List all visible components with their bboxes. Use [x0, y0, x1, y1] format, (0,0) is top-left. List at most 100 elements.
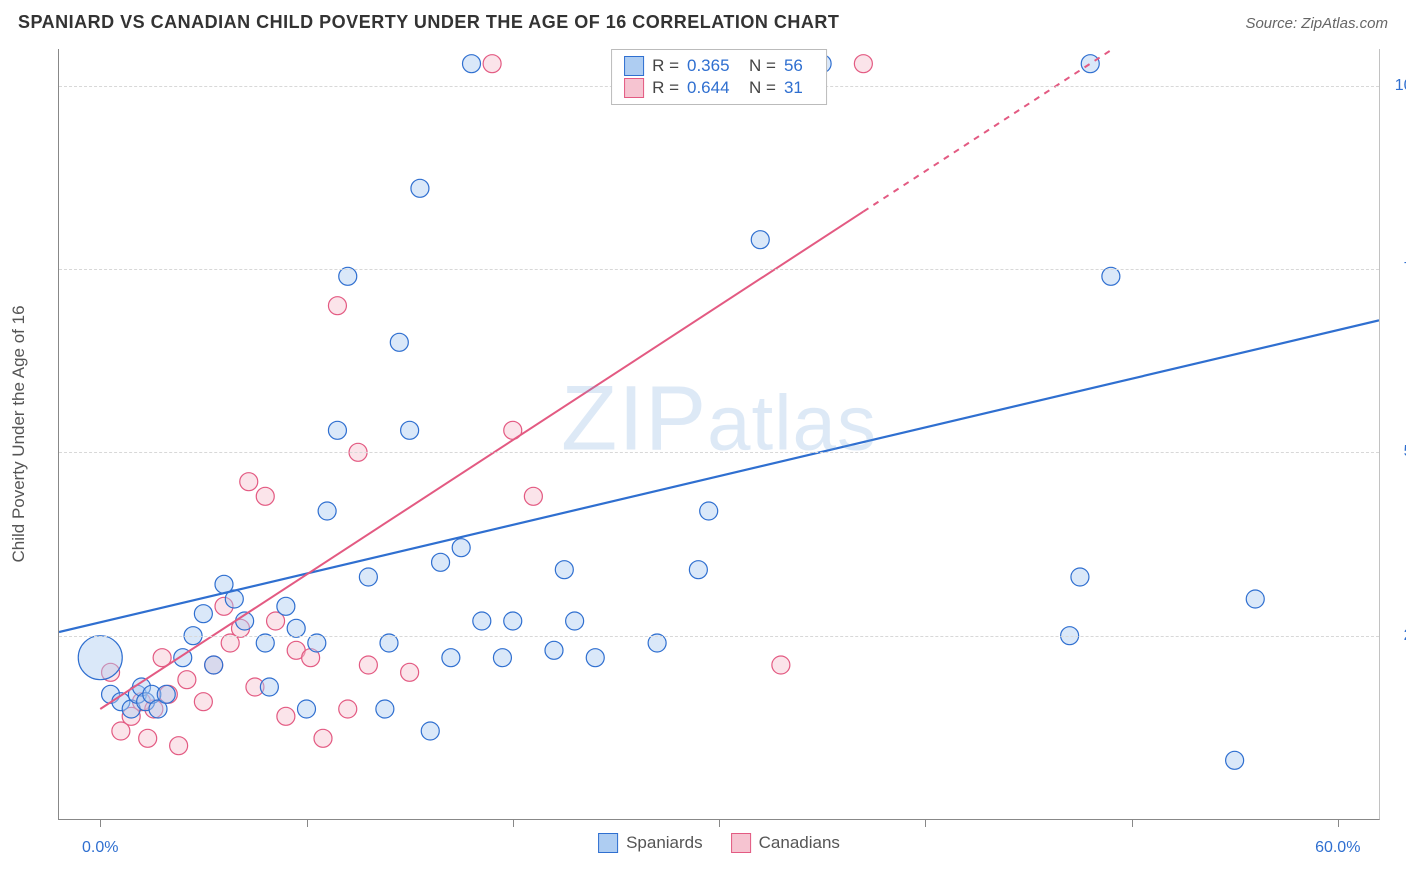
data-point — [298, 700, 316, 718]
x-tick — [1132, 819, 1133, 827]
x-tick — [513, 819, 514, 827]
r-value: 0.365 — [687, 56, 741, 76]
x-tick — [100, 819, 101, 827]
chart-area: Child Poverty Under the Age of 16 R =0.3… — [58, 49, 1380, 820]
data-point — [689, 561, 707, 579]
data-point — [1102, 267, 1120, 285]
y-tick-label: 75.0% — [1389, 260, 1406, 278]
data-point — [555, 561, 573, 579]
data-point — [277, 597, 295, 615]
correlation-legend: R = 0.365 N = 56 R = 0.644 N = 31 — [611, 49, 827, 105]
legend-item: Canadians — [731, 833, 840, 853]
n-label: N = — [749, 78, 776, 98]
legend-row: R = 0.365 N = 56 — [624, 56, 814, 76]
data-point — [139, 729, 157, 747]
data-point — [772, 656, 790, 674]
x-tick — [719, 819, 720, 827]
data-point — [1226, 751, 1244, 769]
r-label: R = — [652, 78, 679, 98]
data-point — [256, 487, 274, 505]
data-point — [1071, 568, 1089, 586]
header: SPANIARD VS CANADIAN CHILD POVERTY UNDER… — [0, 0, 1406, 39]
r-value: 0.644 — [687, 78, 741, 98]
data-point — [524, 487, 542, 505]
data-point — [359, 568, 377, 586]
data-point — [339, 267, 357, 285]
data-point — [260, 678, 278, 696]
y-axis-title: Child Poverty Under the Age of 16 — [9, 305, 29, 562]
scatter-plot-svg — [59, 49, 1379, 819]
source-label: Source: ZipAtlas.com — [1245, 15, 1388, 32]
trendline — [59, 320, 1379, 632]
legend-row: R = 0.644 N = 31 — [624, 78, 814, 98]
data-point — [493, 649, 511, 667]
legend-swatch — [624, 56, 644, 76]
y-tick-label: 50.0% — [1389, 443, 1406, 461]
data-point — [205, 656, 223, 674]
data-point — [648, 634, 666, 652]
data-point — [401, 421, 419, 439]
data-point — [586, 649, 604, 667]
n-value: 56 — [784, 56, 814, 76]
trendline — [100, 212, 863, 709]
data-point — [157, 685, 175, 703]
data-point — [463, 55, 481, 73]
data-point — [314, 729, 332, 747]
data-point — [194, 605, 212, 623]
data-point — [432, 553, 450, 571]
x-tick — [1338, 819, 1339, 827]
data-point — [376, 700, 394, 718]
data-point — [194, 693, 212, 711]
gridline — [59, 269, 1379, 270]
data-point — [504, 612, 522, 630]
data-point — [411, 179, 429, 197]
data-point — [1246, 590, 1264, 608]
legend-item: Spaniards — [598, 833, 703, 853]
data-point — [442, 649, 460, 667]
data-point — [1081, 55, 1099, 73]
data-point — [277, 707, 295, 725]
data-point — [401, 663, 419, 681]
data-point — [339, 700, 357, 718]
data-point — [328, 297, 346, 315]
legend-swatch — [731, 833, 751, 853]
data-point — [380, 634, 398, 652]
chart-title: SPANIARD VS CANADIAN CHILD POVERTY UNDER… — [18, 12, 839, 33]
legend-label: Spaniards — [626, 833, 703, 853]
series-legend: Spaniards Canadians — [598, 833, 840, 853]
data-point — [328, 421, 346, 439]
data-point — [421, 722, 439, 740]
data-point — [700, 502, 718, 520]
data-point — [545, 641, 563, 659]
gridline — [59, 452, 1379, 453]
data-point — [854, 55, 872, 73]
gridline — [59, 636, 1379, 637]
x-tick-label: 60.0% — [1315, 839, 1360, 857]
data-point — [178, 671, 196, 689]
data-point — [308, 634, 326, 652]
data-point — [483, 55, 501, 73]
data-point — [318, 502, 336, 520]
data-point — [751, 231, 769, 249]
trendline-extrapolated — [863, 49, 1337, 212]
data-point — [256, 634, 274, 652]
x-tick — [307, 819, 308, 827]
data-point — [359, 656, 377, 674]
data-point — [78, 636, 122, 680]
n-label: N = — [749, 56, 776, 76]
data-point — [240, 473, 258, 491]
data-point — [452, 539, 470, 557]
y-tick-label: 100.0% — [1389, 77, 1406, 95]
legend-swatch — [598, 833, 618, 853]
x-tick — [925, 819, 926, 827]
data-point — [170, 737, 188, 755]
legend-label: Canadians — [759, 833, 840, 853]
data-point — [390, 333, 408, 351]
n-value: 31 — [784, 78, 814, 98]
data-point — [287, 619, 305, 637]
x-tick-label: 0.0% — [82, 839, 118, 857]
data-point — [473, 612, 491, 630]
r-label: R = — [652, 56, 679, 76]
data-point — [566, 612, 584, 630]
legend-swatch — [624, 78, 644, 98]
